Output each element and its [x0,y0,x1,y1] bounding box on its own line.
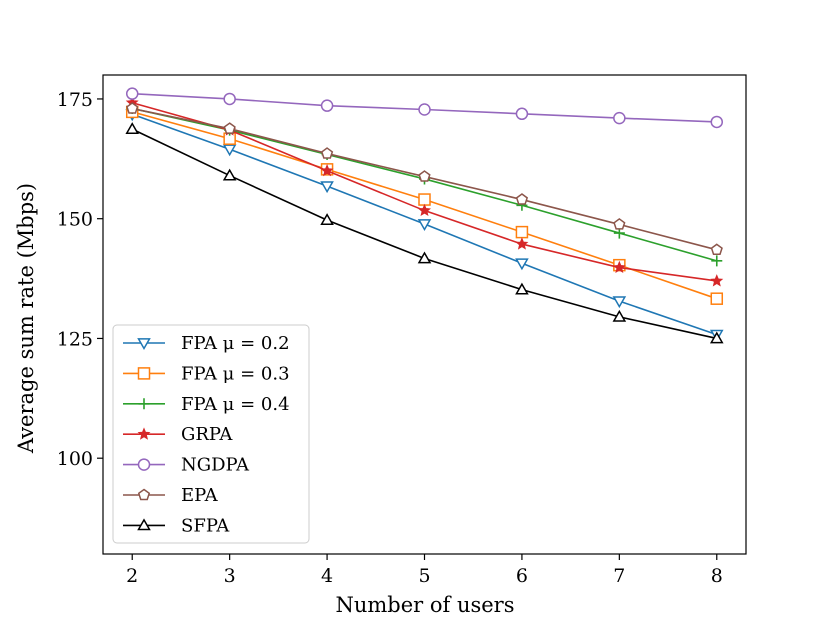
legend-label: FPA μ = 0.3 [181,363,290,384]
y-tick-label: 175 [57,89,93,111]
series-4 [125,87,724,129]
data-point [125,122,140,135]
series-5 [126,102,723,256]
x-tick-label: 2 [126,565,138,587]
legend-label: FPA μ = 0.4 [181,394,290,415]
data-point [417,219,432,231]
data-point [222,144,237,157]
data-point [711,255,723,267]
data-point [515,193,529,205]
data-point [126,102,139,114]
data-point [320,147,334,159]
data-point [710,274,724,287]
series-6 [125,122,724,344]
x-axis-label: Number of users [335,593,514,617]
series-layer [125,87,724,344]
series-0 [125,109,724,342]
legend-marker [137,338,151,351]
data-point [710,243,723,256]
legend-label: EPA [181,485,219,506]
data-point [223,122,236,134]
data-point [710,292,724,305]
data-point [613,218,626,230]
x-tick-label: 4 [321,565,333,587]
data-point [417,251,432,264]
data-point [710,115,724,129]
data-point [320,99,334,112]
data-point [418,203,431,217]
y-tick-label: 125 [57,328,93,350]
data-point [515,237,529,250]
data-point [515,107,529,121]
ticks-layer: 2 3 4 5 6 7 8 100 125 150 175 [57,89,723,587]
series-line [131,128,717,340]
legend-marker [137,518,151,531]
x-tick-label: 8 [711,565,723,587]
legend-label: SFPA [181,515,230,536]
data-point [320,163,334,177]
data-point [418,193,431,206]
series-2 [126,103,723,267]
data-point [125,87,139,100]
data-point [320,213,334,226]
x-tick-label: 3 [224,565,236,587]
data-point [418,103,431,116]
legend-label: GRPA [181,424,233,445]
data-point [515,258,529,271]
y-axis-label: Average sum rate (Mbps) [14,183,38,454]
data-point [222,168,237,181]
data-point [612,296,627,309]
data-point [613,111,626,125]
data-point [709,331,724,344]
data-point [418,170,431,182]
data-point [612,309,627,322]
legend: FPA μ = 0.2 FPA μ = 0.3 FPA μ = 0.4 GRPA NGD… [112,324,310,544]
y-tick-label: 150 [57,209,93,231]
x-tick-label: 5 [418,565,430,587]
series-line [132,107,717,262]
legend-marker [138,398,150,410]
data-point [515,225,529,239]
legend-marker [137,367,151,380]
data-point [612,260,626,274]
x-tick-label: 6 [516,565,528,587]
x-tick-label: 7 [613,565,625,587]
legend-label: FPA μ = 0.2 [181,333,290,354]
data-point [515,282,529,295]
legend-box [112,324,310,544]
legend-marker [137,458,151,471]
legend-marker [137,488,151,501]
legend-marker [137,427,151,440]
legend-label: NGDPA [181,455,250,476]
data-point [223,92,236,106]
data-point [320,181,334,194]
y-tick-label: 100 [57,448,93,470]
